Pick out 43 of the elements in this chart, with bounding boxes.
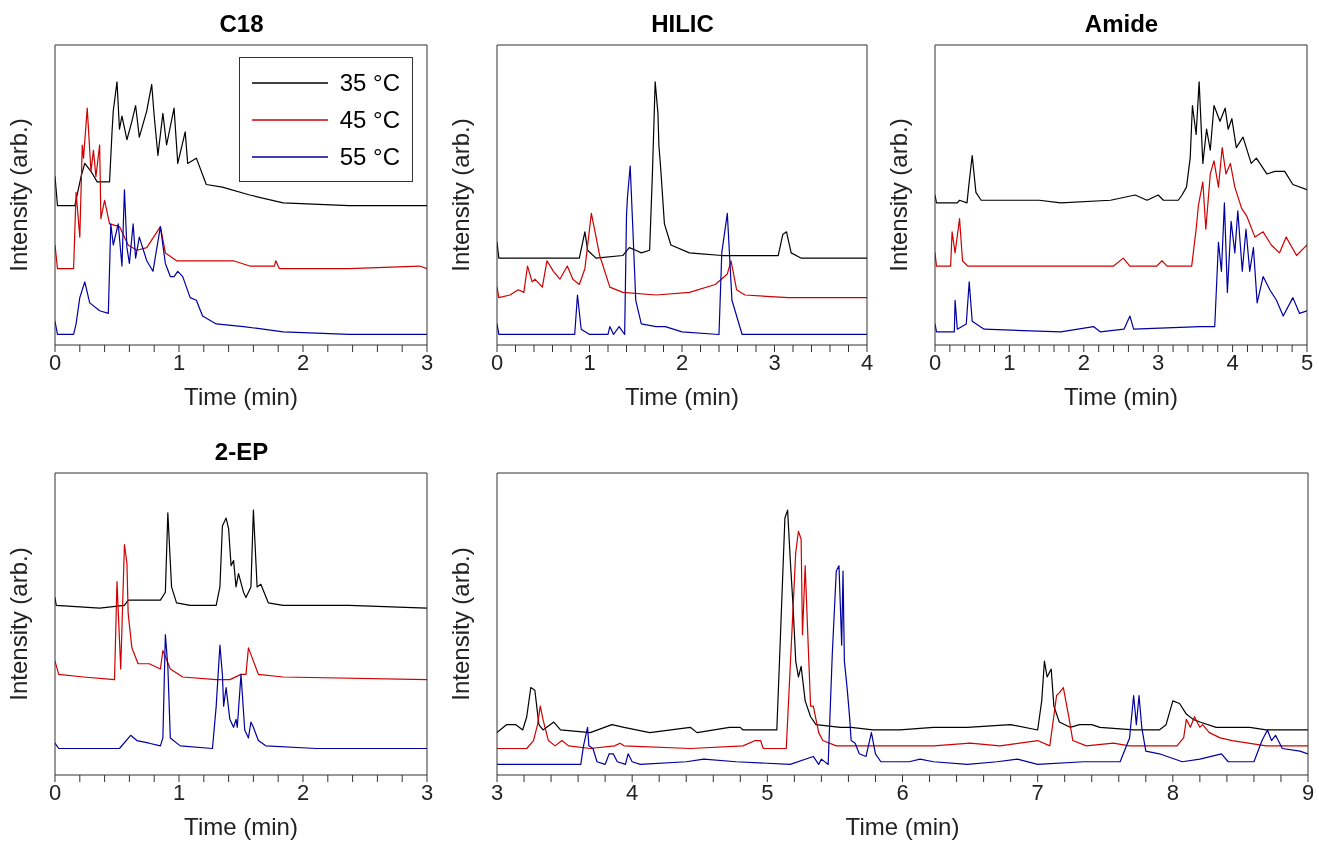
x-tick-label: 2 [675,349,689,375]
x-axis-title: Time (min) [184,813,298,840]
legend-label: 45 °C [339,105,400,134]
x-tick-label: 8 [1166,779,1179,805]
x-tick-label: 3 [420,779,434,805]
x-tick-label: 6 [896,779,909,805]
x-tick-label: 2 [296,349,310,375]
x-tick-label: 3 [768,349,781,375]
chart-title: C18 [218,10,265,38]
y-axis-title: Intensity (arb.) [4,547,32,701]
x-tick-label: 5 [1300,349,1314,375]
x-axis-title: Time (min) [1064,383,1178,410]
x-tick-label: 0 [48,779,62,805]
y-axis-title: Intensity (arb.) [446,118,474,272]
x-tick-label: 4 [860,349,874,375]
x-tick-label: 4 [626,779,639,805]
legend-label: 55 °C [339,142,400,171]
x-tick-label: 4 [1226,349,1239,375]
y-axis-title: Intensity (arb.) [446,547,474,701]
y-axis-title: Intensity (arb.) [884,118,912,272]
chart-title: HILIC [650,10,715,38]
x-tick-label: 2 [296,779,310,805]
x-tick-label: 0 [490,349,504,375]
x-tick-label: 1 [583,349,596,375]
x-tick-label: 5 [761,779,774,805]
x-tick-label: 1 [172,349,186,375]
x-tick-label: 1 [1003,349,1016,375]
x-axis-title: Time (min) [845,813,960,840]
chart-title: Amide [1083,10,1160,38]
x-tick-label: 3 [490,779,504,805]
chart-title: 2-EP [213,438,270,466]
x-axis-title: Time (min) [184,383,298,410]
x-tick-label: 1 [172,779,186,805]
legend-label: 35 °C [339,68,400,97]
y-axis-title: Intensity (arb.) [4,118,32,272]
x-tick-label: 9 [1301,779,1315,805]
x-tick-label: 3 [1152,349,1165,375]
x-tick-label: 2 [1077,349,1090,375]
x-tick-label: 3 [420,349,434,375]
x-tick-label: 0 [48,349,62,375]
x-axis-title: Time (min) [625,383,739,410]
x-tick-label: 0 [928,349,942,375]
x-tick-label: 7 [1031,779,1044,805]
